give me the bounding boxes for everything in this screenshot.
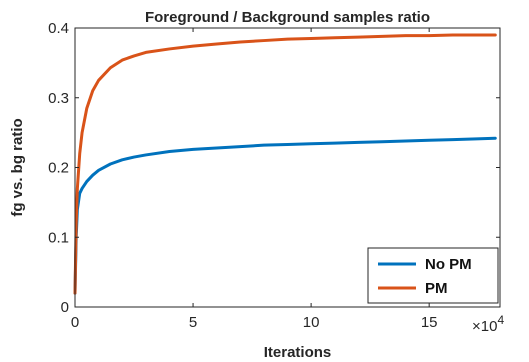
ticks-layer: 0 5 10 15 0 0.1 0.2 0.3 0.4 — [48, 20, 500, 331]
x-axis-exponent: ×104 — [472, 313, 504, 335]
x-tick-label: 10 — [303, 314, 320, 331]
legend-box — [367, 247, 499, 304]
x-tick-label: 5 — [189, 314, 197, 331]
y-tick-label: 0.1 — [48, 229, 69, 246]
legend: No PM PM — [367, 247, 499, 304]
x-tick-label: 15 — [421, 314, 438, 331]
y-tick-label: 0 — [61, 299, 69, 316]
series-layer — [73, 33, 497, 295]
y-tick-label: 0.3 — [48, 90, 69, 107]
series-line-no-pm — [73, 136, 497, 295]
legend-label: No PM — [425, 256, 472, 273]
x-tick-label: 0 — [71, 314, 79, 331]
series-line-pm — [73, 33, 497, 295]
chart-title: Foreground / Background samples ratio — [145, 9, 430, 26]
x-axis-label: Iterations — [264, 344, 332, 361]
y-axis-label: fg vs. bg ratio — [9, 118, 26, 216]
x-axis-exponent-base: ×10 — [472, 318, 497, 335]
y-tick-label: 0.4 — [48, 20, 69, 37]
legend-label: PM — [425, 280, 448, 297]
y-tick-label: 0.2 — [48, 160, 69, 177]
x-axis-exponent-power: 4 — [497, 313, 504, 327]
